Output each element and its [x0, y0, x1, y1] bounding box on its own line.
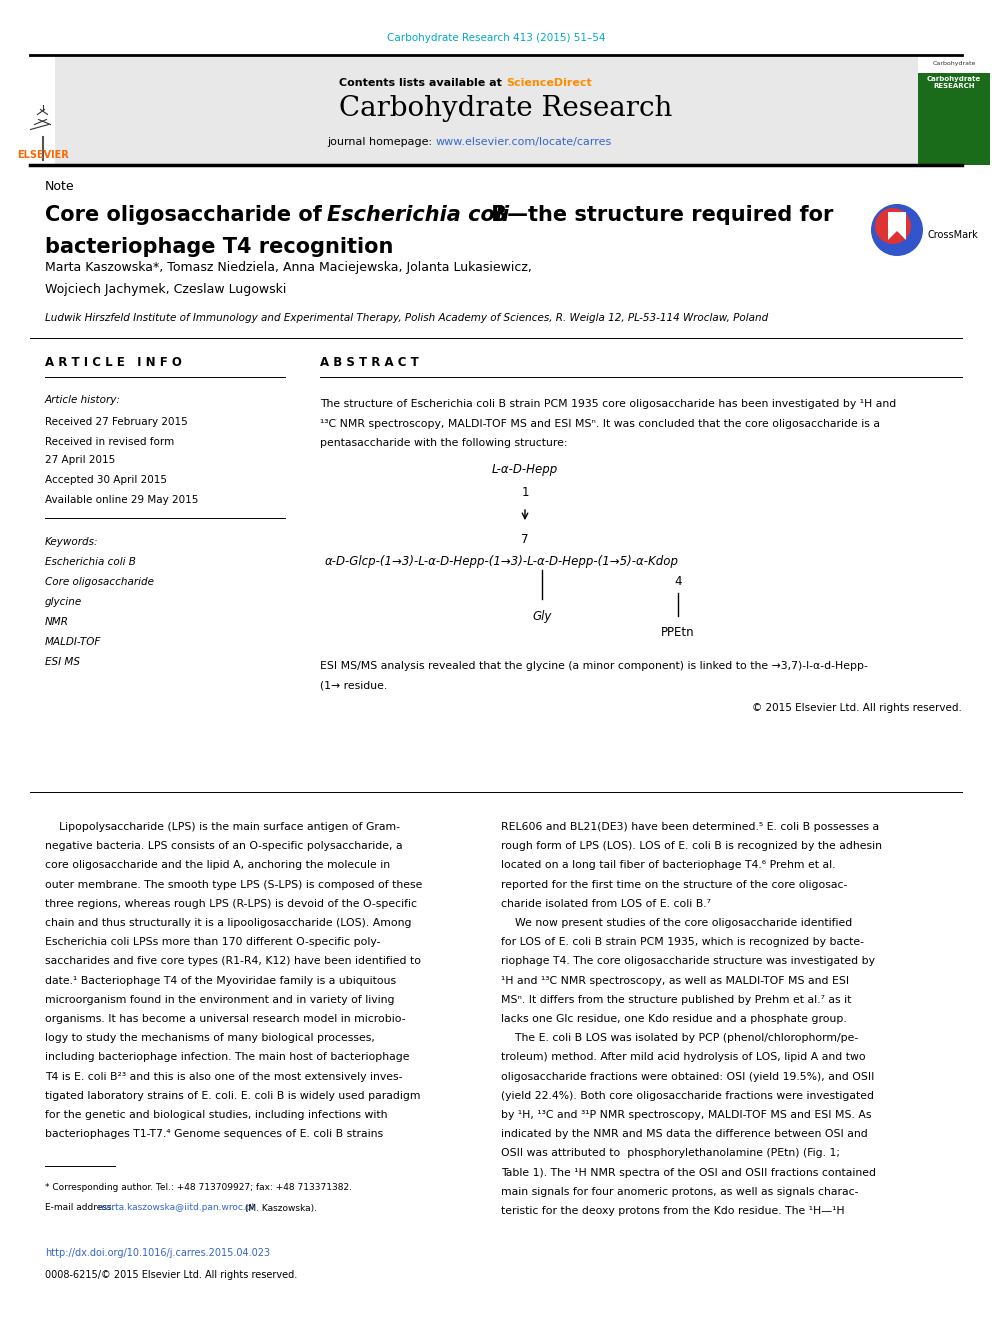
Text: (M. Kaszowska).: (M. Kaszowska). [242, 1204, 317, 1212]
Text: NMR: NMR [45, 617, 69, 627]
Text: outer membrane. The smooth type LPS (S-LPS) is composed of these: outer membrane. The smooth type LPS (S-L… [45, 880, 423, 889]
Text: ELSEVIER: ELSEVIER [17, 149, 68, 160]
Text: lacks one Glc residue, one Kdo residue and a phosphate group.: lacks one Glc residue, one Kdo residue a… [501, 1013, 847, 1024]
Text: * Corresponding author. Tel.: +48 713709927; fax: +48 713371382.: * Corresponding author. Tel.: +48 713709… [45, 1184, 352, 1192]
Text: A B S T R A C T: A B S T R A C T [320, 356, 419, 369]
Text: Carbohydrate Research 413 (2015) 51–54: Carbohydrate Research 413 (2015) 51–54 [387, 33, 605, 44]
Text: REL606 and BL21(DE3) have been determined.⁵ E. coli B possesses a: REL606 and BL21(DE3) have been determine… [501, 822, 879, 832]
Text: three regions, whereas rough LPS (R-LPS) is devoid of the O-specific: three regions, whereas rough LPS (R-LPS)… [45, 898, 417, 909]
Text: saccharides and five core types (R1-R4, K12) have been identified to: saccharides and five core types (R1-R4, … [45, 957, 421, 966]
Text: (yield 22.4%). Both core oligosaccharide fractions were investigated: (yield 22.4%). Both core oligosaccharide… [501, 1090, 874, 1101]
Bar [55, 56, 920, 165]
Text: MSⁿ. It differs from the structure published by Prehm et al.⁷ as it: MSⁿ. It differs from the structure publi… [501, 995, 851, 1004]
Text: bacteriophages T1-T7.⁴ Genome sequences of E. coli B strains: bacteriophages T1-T7.⁴ Genome sequences … [45, 1130, 383, 1139]
Text: Marta Kaszowska*, Tomasz Niedziela, Anna Maciejewska, Jolanta Lukasiewicz,: Marta Kaszowska*, Tomasz Niedziela, Anna… [45, 261, 532, 274]
Text: Available online 29 May 2015: Available online 29 May 2015 [45, 495, 198, 505]
Text: ¹³C NMR spectroscopy, MALDI-TOF MS and ESI MSⁿ. It was concluded that the core o: ¹³C NMR spectroscopy, MALDI-TOF MS and E… [320, 418, 880, 429]
Bar [918, 56, 990, 165]
Text: L-α-D-Hepp: L-α-D-Hepp [492, 463, 558, 475]
Text: Received in revised form: Received in revised form [45, 437, 175, 447]
Text: Lipopolysaccharide (LPS) is the main surface antigen of Gram-: Lipopolysaccharide (LPS) is the main sur… [45, 822, 400, 832]
Text: for LOS of E. coli B strain PCM 1935, which is recognized by bacte-: for LOS of E. coli B strain PCM 1935, wh… [501, 937, 864, 947]
Text: www.elsevier.com/locate/carres: www.elsevier.com/locate/carres [436, 138, 612, 147]
Text: We now present studies of the core oligosaccharide identified: We now present studies of the core oligo… [501, 918, 852, 927]
Text: Core oligosaccharide of: Core oligosaccharide of [45, 205, 329, 225]
Text: CrossMark: CrossMark [927, 230, 978, 239]
Text: 0008-6215/© 2015 Elsevier Ltd. All rights reserved.: 0008-6215/© 2015 Elsevier Ltd. All right… [45, 1270, 298, 1279]
Text: bacteriophage T4 recognition: bacteriophage T4 recognition [45, 237, 394, 257]
Text: Note: Note [45, 180, 74, 193]
Text: core oligosaccharide and the lipid A, anchoring the molecule in: core oligosaccharide and the lipid A, an… [45, 860, 390, 871]
Text: charide isolated from LOS of E. coli B.⁷: charide isolated from LOS of E. coli B.⁷ [501, 898, 711, 909]
Text: Received 27 February 2015: Received 27 February 2015 [45, 417, 187, 427]
Text: ScienceDirect: ScienceDirect [506, 78, 592, 89]
Polygon shape [888, 212, 906, 239]
Text: Table 1). The ¹H NMR spectra of the OSI and OSII fractions contained: Table 1). The ¹H NMR spectra of the OSI … [501, 1168, 876, 1177]
Text: marta.kaszowska@iitd.pan.wroc.pl: marta.kaszowska@iitd.pan.wroc.pl [97, 1204, 254, 1212]
Bar [30, 56, 55, 165]
Text: Carbohydrate: Carbohydrate [932, 61, 976, 66]
Text: located on a long tail fiber of bacteriophage T4.⁶ Prehm et al.: located on a long tail fiber of bacterio… [501, 860, 835, 871]
Text: oligosaccharide fractions were obtained: OSI (yield 19.5%), and OSII: oligosaccharide fractions were obtained:… [501, 1072, 874, 1082]
Text: 7: 7 [521, 532, 529, 545]
Text: 1: 1 [521, 486, 529, 499]
Circle shape [871, 204, 923, 255]
Text: PPEtn: PPEtn [662, 627, 694, 639]
Text: Escherichia coli LPSs more than 170 different O-specific poly-: Escherichia coli LPSs more than 170 diff… [45, 937, 380, 947]
Text: ESI MS: ESI MS [45, 658, 80, 667]
Text: glycine: glycine [45, 597, 82, 607]
Text: teristic for the deoxy protons from the Kdo residue. The ¹H—¹H: teristic for the deoxy protons from the … [501, 1207, 844, 1216]
Text: Escherichia coli B: Escherichia coli B [45, 557, 136, 568]
Text: A R T I C L E   I N F O: A R T I C L E I N F O [45, 356, 182, 369]
Text: including bacteriophage infection. The main host of bacteriophage: including bacteriophage infection. The m… [45, 1052, 410, 1062]
Text: Accepted 30 April 2015: Accepted 30 April 2015 [45, 475, 167, 486]
Text: (1→ residue.: (1→ residue. [320, 680, 387, 691]
Bar [918, 56, 990, 73]
Text: troleum) method. After mild acid hydrolysis of LOS, lipid A and two: troleum) method. After mild acid hydroly… [501, 1052, 866, 1062]
Text: Article history:: Article history: [45, 396, 121, 405]
Text: © 2015 Elsevier Ltd. All rights reserved.: © 2015 Elsevier Ltd. All rights reserved… [752, 703, 962, 713]
Text: main signals for four anomeric protons, as well as signals charac-: main signals for four anomeric protons, … [501, 1187, 858, 1197]
Text: Escherichia coli: Escherichia coli [327, 205, 509, 225]
Text: http://dx.doi.org/10.1016/j.carres.2015.04.023: http://dx.doi.org/10.1016/j.carres.2015.… [45, 1248, 270, 1258]
Text: microorganism found in the environment and in variety of living: microorganism found in the environment a… [45, 995, 395, 1004]
Text: The E. coli B LOS was isolated by PCP (phenol/chlorophorm/pe-: The E. coli B LOS was isolated by PCP (p… [501, 1033, 858, 1044]
Text: date.¹ Bacteriophage T4 of the Myoviridae family is a ubiquitous: date.¹ Bacteriophage T4 of the Myovirida… [45, 975, 396, 986]
Text: logy to study the mechanisms of many biological processes,: logy to study the mechanisms of many bio… [45, 1033, 375, 1044]
Text: 27 April 2015: 27 April 2015 [45, 455, 115, 464]
Text: chain and thus structurally it is a lipooligosaccharide (LOS). Among: chain and thus structurally it is a lipo… [45, 918, 412, 927]
Circle shape [875, 208, 911, 243]
Text: Carbohydrate Research: Carbohydrate Research [339, 94, 673, 122]
Text: The structure of Escherichia coli B strain PCM 1935 core oligosaccharide has bee: The structure of Escherichia coli B stra… [320, 400, 896, 409]
Text: tigated laboratory strains of E. coli. E. coli B is widely used paradigm: tigated laboratory strains of E. coli. E… [45, 1090, 421, 1101]
Text: Contents lists available at: Contents lists available at [339, 78, 506, 89]
Text: Gly: Gly [533, 610, 552, 623]
Text: Carbohydrate
RESEARCH: Carbohydrate RESEARCH [927, 75, 981, 89]
Text: MALDI-TOF: MALDI-TOF [45, 636, 101, 647]
Text: OSII was attributed to  phosphorylethanolamine (PEtn) (Fig. 1;: OSII was attributed to phosphorylethanol… [501, 1148, 840, 1159]
Text: riophage T4. The core oligosaccharide structure was investigated by: riophage T4. The core oligosaccharide st… [501, 957, 875, 966]
Text: ¹H and ¹³C NMR spectroscopy, as well as MALDI-TOF MS and ESI: ¹H and ¹³C NMR spectroscopy, as well as … [501, 975, 849, 986]
Text: organisms. It has become a universal research model in microbio-: organisms. It has become a universal res… [45, 1013, 406, 1024]
Text: α-D-Glcp-(1→3)-L-α-D-Hepp-(1→3)-L-α-D-Hepp-(1→5)-α-Kdop: α-D-Glcp-(1→3)-L-α-D-Hepp-(1→3)-L-α-D-He… [325, 554, 679, 568]
Text: indicated by the NMR and MS data the difference between OSI and: indicated by the NMR and MS data the dif… [501, 1130, 868, 1139]
Text: 4: 4 [675, 574, 682, 587]
Text: Core oligosaccharide: Core oligosaccharide [45, 577, 154, 587]
Text: by ¹H, ¹³C and ³¹P NMR spectroscopy, MALDI-TOF MS and ESI MS. As: by ¹H, ¹³C and ³¹P NMR spectroscopy, MAL… [501, 1110, 872, 1121]
Text: reported for the first time on the structure of the core oligosac-: reported for the first time on the struc… [501, 880, 847, 889]
Text: Keywords:: Keywords: [45, 537, 98, 546]
Text: for the genetic and biological studies, including infections with: for the genetic and biological studies, … [45, 1110, 388, 1121]
Text: journal homepage:: journal homepage: [327, 138, 436, 147]
Text: pentasaccharide with the following structure:: pentasaccharide with the following struc… [320, 438, 567, 448]
Text: Wojciech Jachymek, Czeslaw Lugowski: Wojciech Jachymek, Czeslaw Lugowski [45, 283, 287, 295]
Text: E-mail address:: E-mail address: [45, 1204, 117, 1212]
Text: ESI MS/MS analysis revealed that the glycine (a minor component) is linked to th: ESI MS/MS analysis revealed that the gly… [320, 662, 868, 671]
Text: rough form of LPS (LOS). LOS of E. coli B is recognized by the adhesin: rough form of LPS (LOS). LOS of E. coli … [501, 841, 882, 851]
Text: Ludwik Hirszfeld Institute of Immunology and Experimental Therapy, Polish Academ: Ludwik Hirszfeld Institute of Immunology… [45, 314, 768, 323]
Text: negative bacteria. LPS consists of an O-specific polysaccharide, a: negative bacteria. LPS consists of an O-… [45, 841, 403, 851]
Text: B—the structure required for: B—the structure required for [484, 205, 833, 225]
Text: T4 is E. coli B²³ and this is also one of the most extensively inves-: T4 is E. coli B²³ and this is also one o… [45, 1072, 403, 1082]
